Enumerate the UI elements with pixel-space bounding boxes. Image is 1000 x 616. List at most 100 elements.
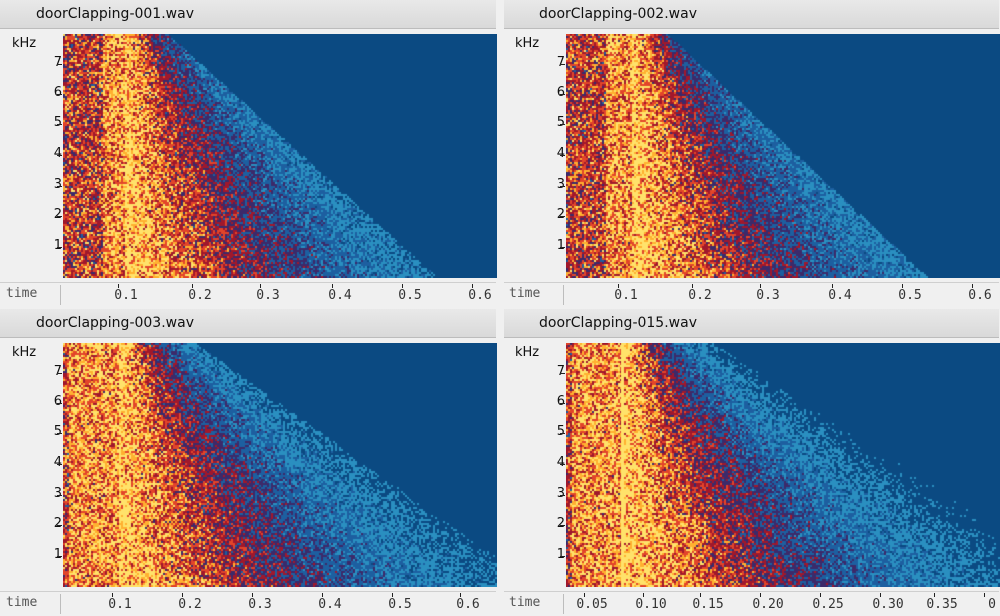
x-tick-label: 0.25: [812, 597, 844, 612]
y-tick-label: 5: [556, 424, 565, 439]
time-axis-label: time: [6, 595, 38, 610]
spectrogram-panel: doorClapping-001.wav kHz 7 6 5 4 3 2 1 time 0.1 0.2…: [0, 0, 497, 307]
x-tick-label: 0.5: [388, 597, 412, 612]
axis-separator: [563, 594, 564, 614]
y-tick-mark: [57, 495, 62, 496]
y-tick-mark: [560, 403, 565, 404]
spectrogram-panel: doorClapping-003.wav kHz 7 6 5 4 3 2 1 time 0.1 0.2…: [0, 309, 497, 616]
spectrogram-image: [566, 343, 1000, 587]
y-tick-label: 6: [556, 85, 565, 100]
y-axis-unit: kHz: [515, 345, 540, 360]
spectrogram-panel: doorClapping-002.wav kHz 7 6 5 4 3 2 1 time 0.1 0.2…: [503, 0, 1000, 307]
y-tick-mark: [560, 373, 565, 374]
time-axis-label: time: [509, 286, 541, 301]
x-tick-label: 0.2: [688, 288, 712, 303]
x-tick-mark: [700, 593, 701, 597]
panel-titlebar: doorClapping-002.wav: [503, 0, 999, 29]
y-tick-label: 1: [53, 547, 62, 562]
y-tick-label: 6: [53, 394, 62, 409]
time-axis-label: time: [509, 595, 541, 610]
y-tick-mark: [560, 464, 565, 465]
spectrogram-plot[interactable]: [63, 343, 497, 587]
x-tick-label: 0.4: [318, 597, 342, 612]
x-tick-label: 0.3: [256, 288, 280, 303]
axis-separator: [60, 594, 61, 614]
y-axis-unit: kHz: [515, 36, 540, 51]
y-tick-label: 3: [53, 177, 62, 192]
x-tick-mark: [402, 284, 403, 288]
panel-titlebar: doorClapping-001.wav: [0, 0, 496, 29]
time-axis: time 0.1 0.2 0.3 0.4 0.5 0.6: [503, 282, 999, 307]
x-tick-mark: [112, 593, 113, 597]
y-tick-mark: [57, 373, 62, 374]
y-tick-label: 4: [53, 455, 62, 470]
y-tick-label: 2: [53, 207, 62, 222]
y-tick-label: 7: [53, 55, 62, 70]
axis-separator: [60, 285, 61, 305]
x-tick-label: 0.30: [872, 597, 904, 612]
x-tick-label: 0.2: [188, 288, 212, 303]
x-tick-mark: [643, 593, 644, 597]
x-tick-label: 0.4: [828, 288, 852, 303]
x-tick-mark: [692, 284, 693, 288]
x-tick-mark: [118, 284, 119, 288]
spectrogram-plot[interactable]: [63, 34, 497, 278]
panel-title: doorClapping-003.wav: [36, 315, 194, 331]
x-tick-mark: [332, 284, 333, 288]
y-tick-label: 3: [53, 486, 62, 501]
spectrogram-plot[interactable]: [566, 34, 1000, 278]
y-tick-mark: [57, 525, 62, 526]
y-tick-mark: [560, 186, 565, 187]
x-tick-label: 0.1: [114, 288, 138, 303]
y-tick-mark: [560, 94, 565, 95]
x-tick-label: 0.6: [456, 597, 480, 612]
x-tick-mark: [760, 593, 761, 597]
x-tick-mark: [260, 284, 261, 288]
x-tick-label: 0.2: [178, 597, 202, 612]
x-tick-mark: [472, 284, 473, 288]
y-tick-mark: [560, 525, 565, 526]
y-tick-mark: [560, 64, 565, 65]
y-tick-label: 5: [53, 424, 62, 439]
panel-title: doorClapping-015.wav: [539, 315, 697, 331]
x-tick-label: 0.6: [468, 288, 492, 303]
x-tick-label: 0.4: [328, 288, 352, 303]
y-tick-label: 2: [556, 516, 565, 531]
x-tick-label: 0.3: [248, 597, 272, 612]
y-tick-mark: [57, 433, 62, 434]
spectrogram-image: [566, 34, 1000, 278]
x-tick-mark: [322, 593, 323, 597]
x-tick-label: 0.6: [968, 288, 992, 303]
y-tick-mark: [560, 247, 565, 248]
x-tick-label: 0: [988, 597, 996, 612]
y-axis-unit: kHz: [12, 345, 37, 360]
y-tick-mark: [57, 186, 62, 187]
spectrogram-image: [63, 34, 497, 278]
y-tick-mark: [57, 124, 62, 125]
panel-titlebar: doorClapping-015.wav: [503, 309, 999, 338]
y-tick-mark: [57, 247, 62, 248]
y-tick-mark: [57, 556, 62, 557]
y-tick-label: 6: [53, 85, 62, 100]
y-tick-label: 3: [556, 177, 565, 192]
y-tick-label: 4: [556, 455, 565, 470]
x-tick-mark: [182, 593, 183, 597]
y-tick-label: 1: [556, 547, 565, 562]
x-tick-mark: [252, 593, 253, 597]
x-tick-mark: [760, 284, 761, 288]
x-tick-mark: [934, 593, 935, 597]
y-tick-label: 7: [53, 364, 62, 379]
spectrogram-image: [63, 343, 497, 587]
panel-title: doorClapping-002.wav: [539, 6, 697, 22]
x-tick-mark: [820, 593, 821, 597]
y-tick-label: 2: [53, 516, 62, 531]
y-tick-mark: [560, 216, 565, 217]
x-tick-label: 0.05: [576, 597, 608, 612]
spectrogram-plot[interactable]: [566, 343, 1000, 587]
y-tick-mark: [560, 556, 565, 557]
axis-separator: [563, 285, 564, 305]
x-tick-label: 0.5: [898, 288, 922, 303]
y-tick-label: 1: [53, 238, 62, 253]
y-tick-label: 1: [556, 238, 565, 253]
x-tick-mark: [392, 593, 393, 597]
